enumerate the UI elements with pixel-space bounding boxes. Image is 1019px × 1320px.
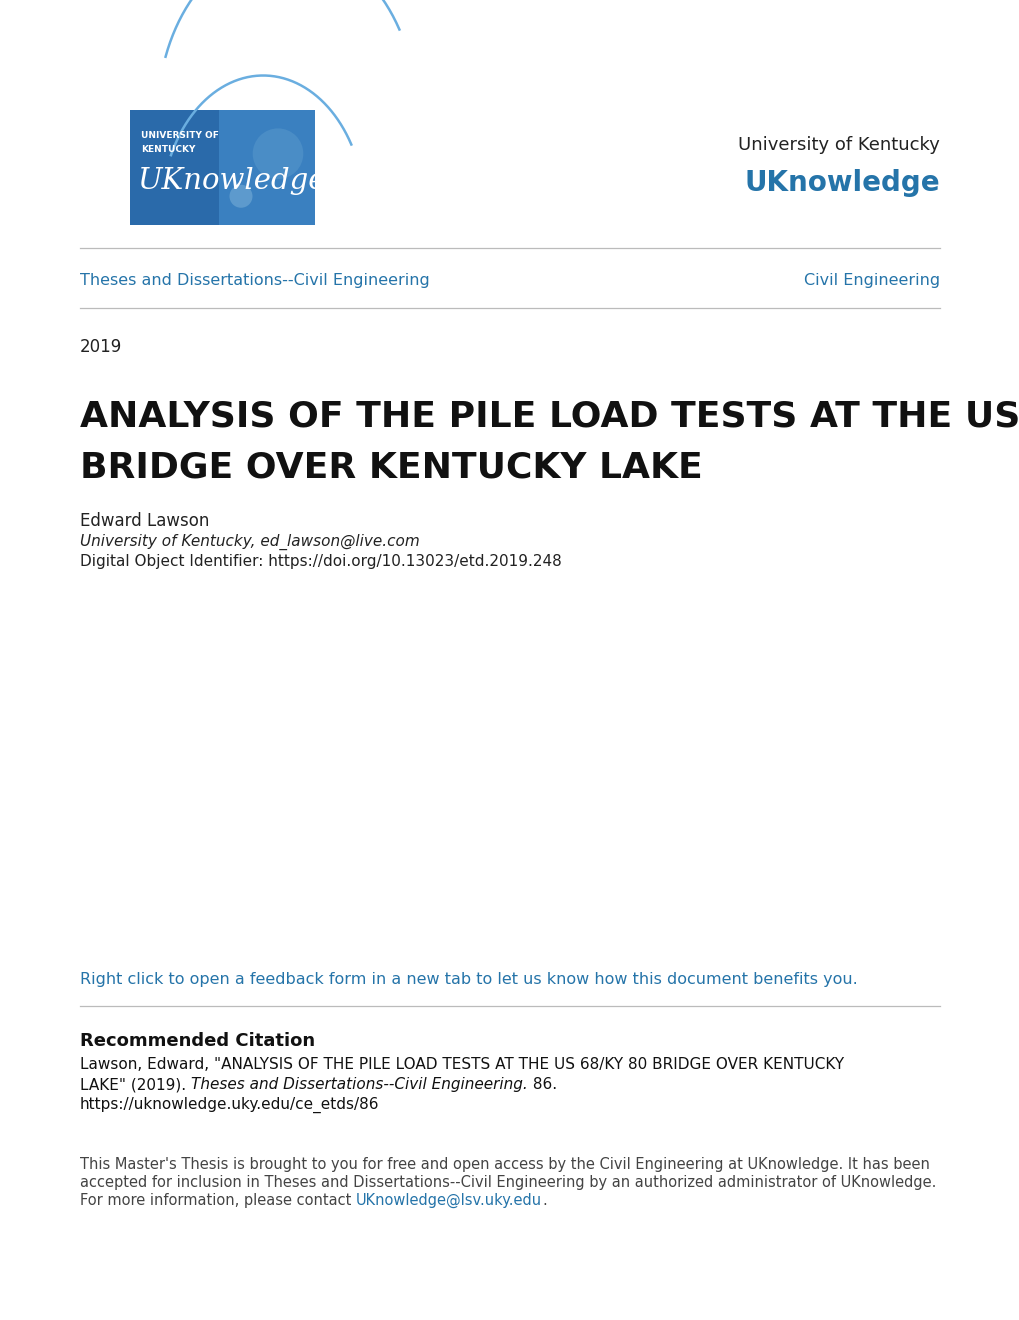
Text: This Master's Thesis is brought to you for free and open access by the Civil Eng: This Master's Thesis is brought to you f…	[79, 1158, 929, 1172]
Text: ANALYSIS OF THE PILE LOAD TESTS AT THE US 68/KY 80: ANALYSIS OF THE PILE LOAD TESTS AT THE U…	[79, 400, 1019, 434]
Text: 2019: 2019	[79, 338, 122, 356]
Text: 86.: 86.	[527, 1077, 556, 1092]
Text: Edward Lawson: Edward Lawson	[79, 512, 209, 531]
Text: Civil Engineering: Civil Engineering	[803, 273, 940, 288]
Text: accepted for inclusion in Theses and Dissertations--Civil Engineering by an auth: accepted for inclusion in Theses and Dis…	[79, 1175, 935, 1191]
Text: Theses and Dissertations--Civil Engineering.: Theses and Dissertations--Civil Engineer…	[191, 1077, 527, 1092]
Text: Digital Object Identifier: https://doi.org/10.13023/etd.2019.248: Digital Object Identifier: https://doi.o…	[79, 554, 561, 569]
Text: BRIDGE OVER KENTUCKY LAKE: BRIDGE OVER KENTUCKY LAKE	[79, 450, 702, 484]
FancyBboxPatch shape	[129, 110, 219, 224]
Text: UKnowledge@lsv.uky.edu: UKnowledge@lsv.uky.edu	[356, 1193, 541, 1208]
Text: UNIVERSITY OF: UNIVERSITY OF	[141, 131, 219, 140]
Text: UKnowledge: UKnowledge	[138, 168, 326, 195]
Text: For more information, please contact: For more information, please contact	[79, 1193, 356, 1208]
Text: .: .	[541, 1193, 546, 1208]
Circle shape	[229, 185, 253, 207]
Text: KENTUCKY: KENTUCKY	[141, 144, 196, 153]
Text: https://uknowledge.uky.edu/ce_etds/86: https://uknowledge.uky.edu/ce_etds/86	[79, 1097, 379, 1113]
Text: Lawson, Edward, "ANALYSIS OF THE PILE LOAD TESTS AT THE US 68/KY 80 BRIDGE OVER : Lawson, Edward, "ANALYSIS OF THE PILE LO…	[79, 1057, 844, 1072]
Text: UKnowledge: UKnowledge	[744, 169, 940, 197]
Text: Right click to open a feedback form in a new tab to let us know how this documen: Right click to open a feedback form in a…	[79, 972, 857, 987]
Text: University of Kentucky: University of Kentucky	[738, 136, 940, 154]
Text: Theses and Dissertations--Civil Engineering: Theses and Dissertations--Civil Engineer…	[79, 273, 429, 288]
Text: Recommended Citation: Recommended Citation	[79, 1032, 315, 1049]
Text: University of Kentucky, ed_lawson@live.com: University of Kentucky, ed_lawson@live.c…	[79, 535, 420, 550]
Circle shape	[253, 128, 303, 180]
Text: LAKE" (2019).: LAKE" (2019).	[79, 1077, 191, 1092]
FancyBboxPatch shape	[129, 110, 315, 224]
